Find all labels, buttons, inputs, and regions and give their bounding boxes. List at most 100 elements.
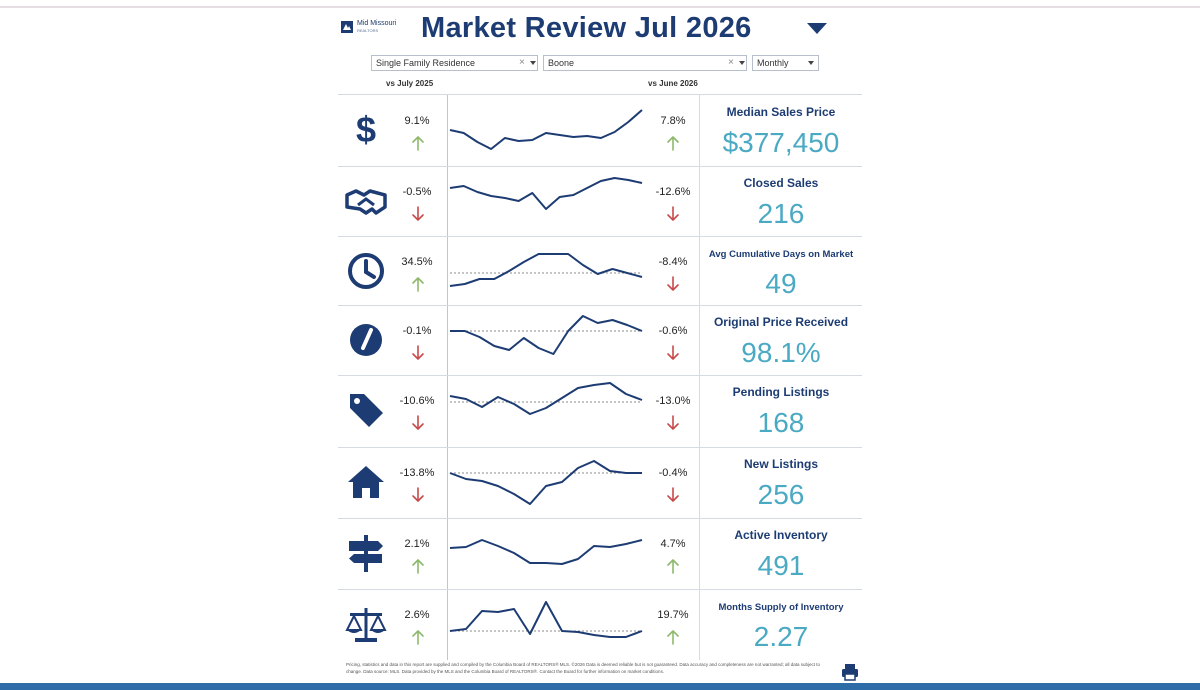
yoy-up-arrow-icon — [412, 559, 424, 574]
metric-value: 2.27 — [753, 621, 809, 652]
yoy-change: -13.8% — [399, 467, 435, 479]
sparkline-series — [450, 315, 643, 355]
column-divider-right — [699, 95, 700, 660]
sparkline-series — [449, 460, 642, 505]
metric-row: -0.1% -0.6% Original Price Received 98.1% — [0, 305, 1200, 375]
sparkline-series — [449, 382, 643, 415]
metric-row: 2.1% 4.7% Active Inventory 491 — [0, 518, 1200, 588]
page-title: Market Review Jul 2026 — [421, 12, 752, 44]
metric-name: Original Price Received — [713, 315, 849, 329]
sparkline-series — [449, 601, 643, 638]
yoy-change: 34.5% — [401, 256, 433, 268]
yoy-change: 2.6% — [404, 609, 430, 621]
mom-up-arrow-icon — [667, 559, 679, 574]
svg-text:$: $ — [356, 109, 376, 150]
brand-mark-icon — [341, 21, 353, 33]
sparkline-chart — [449, 382, 643, 415]
metric-row: -10.6% -13.0% Pending Listings 168 — [0, 375, 1200, 445]
metric-row: -13.8% -0.4% New Listings 256 — [0, 447, 1200, 517]
sparkline-chart — [449, 539, 643, 565]
chevron-down-icon — [739, 61, 745, 65]
mom-down-arrow-icon — [667, 276, 679, 291]
metric-name: New Listings — [743, 457, 818, 471]
metric-name: Avg Cumulative Days on Market — [708, 249, 854, 260]
yoy-change: 9.1% — [404, 115, 430, 127]
top-rule — [0, 6, 1200, 8]
mom-down-arrow-icon — [667, 415, 679, 430]
yoy-down-arrow-icon — [412, 487, 424, 502]
clock-icon — [344, 249, 388, 293]
period-select[interactable]: Monthly — [752, 55, 819, 71]
period-value: Monthly — [757, 58, 789, 68]
yoy-change: -0.1% — [402, 325, 432, 337]
sparkline-chart — [449, 601, 643, 638]
metric-name: Active Inventory — [734, 528, 828, 542]
metric-value: 491 — [757, 550, 805, 581]
chevron-down-icon — [530, 61, 536, 65]
bottom-bar — [0, 683, 1200, 690]
yoy-column-header: vs July 2025 — [386, 79, 434, 88]
metric-name: Median Sales Price — [726, 105, 836, 119]
tag-icon — [344, 388, 388, 432]
sparkline-series — [449, 539, 643, 565]
brand-sub: REALTORS — [357, 28, 379, 33]
gauge-icon — [344, 318, 388, 362]
mom-change: -12.6% — [655, 186, 691, 198]
property-type-value: Single Family Residence — [376, 58, 476, 68]
sparkline-chart — [449, 177, 643, 210]
row-separator — [338, 589, 862, 590]
mom-change: 7.8% — [660, 115, 686, 127]
scales-icon — [344, 602, 388, 646]
grid-top-border — [338, 94, 862, 95]
chevron-down-icon — [808, 61, 814, 65]
yoy-down-arrow-icon — [412, 345, 424, 360]
metric-name: Closed Sales — [743, 176, 819, 190]
metric-row: -0.5% -12.6% Closed Sales 216 — [0, 166, 1200, 236]
row-separator — [338, 166, 862, 167]
clear-property-type-icon[interactable]: × — [519, 57, 525, 68]
sparkline-chart — [449, 109, 643, 150]
metric-value: 216 — [757, 198, 805, 229]
row-separator — [338, 447, 862, 448]
row-separator — [338, 305, 862, 306]
yoy-up-arrow-icon — [412, 136, 424, 151]
disclaimer-footnote: Pricing, statistics and data in this rep… — [346, 662, 820, 674]
mom-change: -8.4% — [658, 256, 688, 268]
mom-change: -0.4% — [658, 467, 688, 479]
area-select[interactable]: Boone × — [543, 55, 747, 71]
yoy-up-arrow-icon — [412, 277, 424, 292]
mom-up-arrow-icon — [667, 136, 679, 151]
title-dropdown-icon[interactable] — [807, 23, 827, 34]
dollar-icon: $ — [344, 108, 388, 152]
mom-column-header: vs June 2026 — [648, 79, 698, 88]
metric-value: 98.1% — [741, 337, 821, 368]
sparkline-series — [449, 109, 643, 150]
area-value: Boone — [548, 58, 575, 68]
yoy-down-arrow-icon — [412, 206, 424, 221]
handshake-icon — [344, 179, 388, 223]
sparkline-chart — [449, 253, 643, 287]
property-type-select[interactable]: Single Family Residence × — [371, 55, 538, 71]
metric-row: 34.5% -8.4% Avg Cumulative Days on Market 4… — [0, 236, 1200, 306]
metric-name: Pending Listings — [732, 385, 830, 399]
metric-row: $9.1% 7.8% Median Sales Price $377,450 — [0, 95, 1200, 165]
mom-change: -0.6% — [658, 325, 688, 337]
metric-value: 256 — [757, 479, 805, 510]
mom-change: 19.7% — [657, 609, 689, 621]
sparkline-chart — [449, 460, 642, 505]
mom-down-arrow-icon — [667, 487, 679, 502]
yoy-down-arrow-icon — [412, 415, 424, 430]
brand-name: Mid Missouri — [357, 20, 397, 27]
mom-down-arrow-icon — [667, 206, 679, 221]
metric-name: Months Supply of Inventory — [718, 602, 844, 613]
signpost-icon — [344, 531, 388, 575]
brand-logo: Mid Missouri REALTORS — [341, 20, 405, 36]
sparkline-series — [449, 177, 643, 210]
yoy-change: 2.1% — [404, 538, 430, 550]
print-icon[interactable] — [841, 663, 859, 681]
metric-value: 168 — [757, 407, 805, 438]
clear-area-icon[interactable]: × — [728, 57, 734, 68]
metric-row: 2.6% 19.7% Months Supply of Inventory 2.27 — [0, 589, 1200, 659]
house-icon — [344, 460, 388, 504]
yoy-up-arrow-icon — [412, 630, 424, 645]
